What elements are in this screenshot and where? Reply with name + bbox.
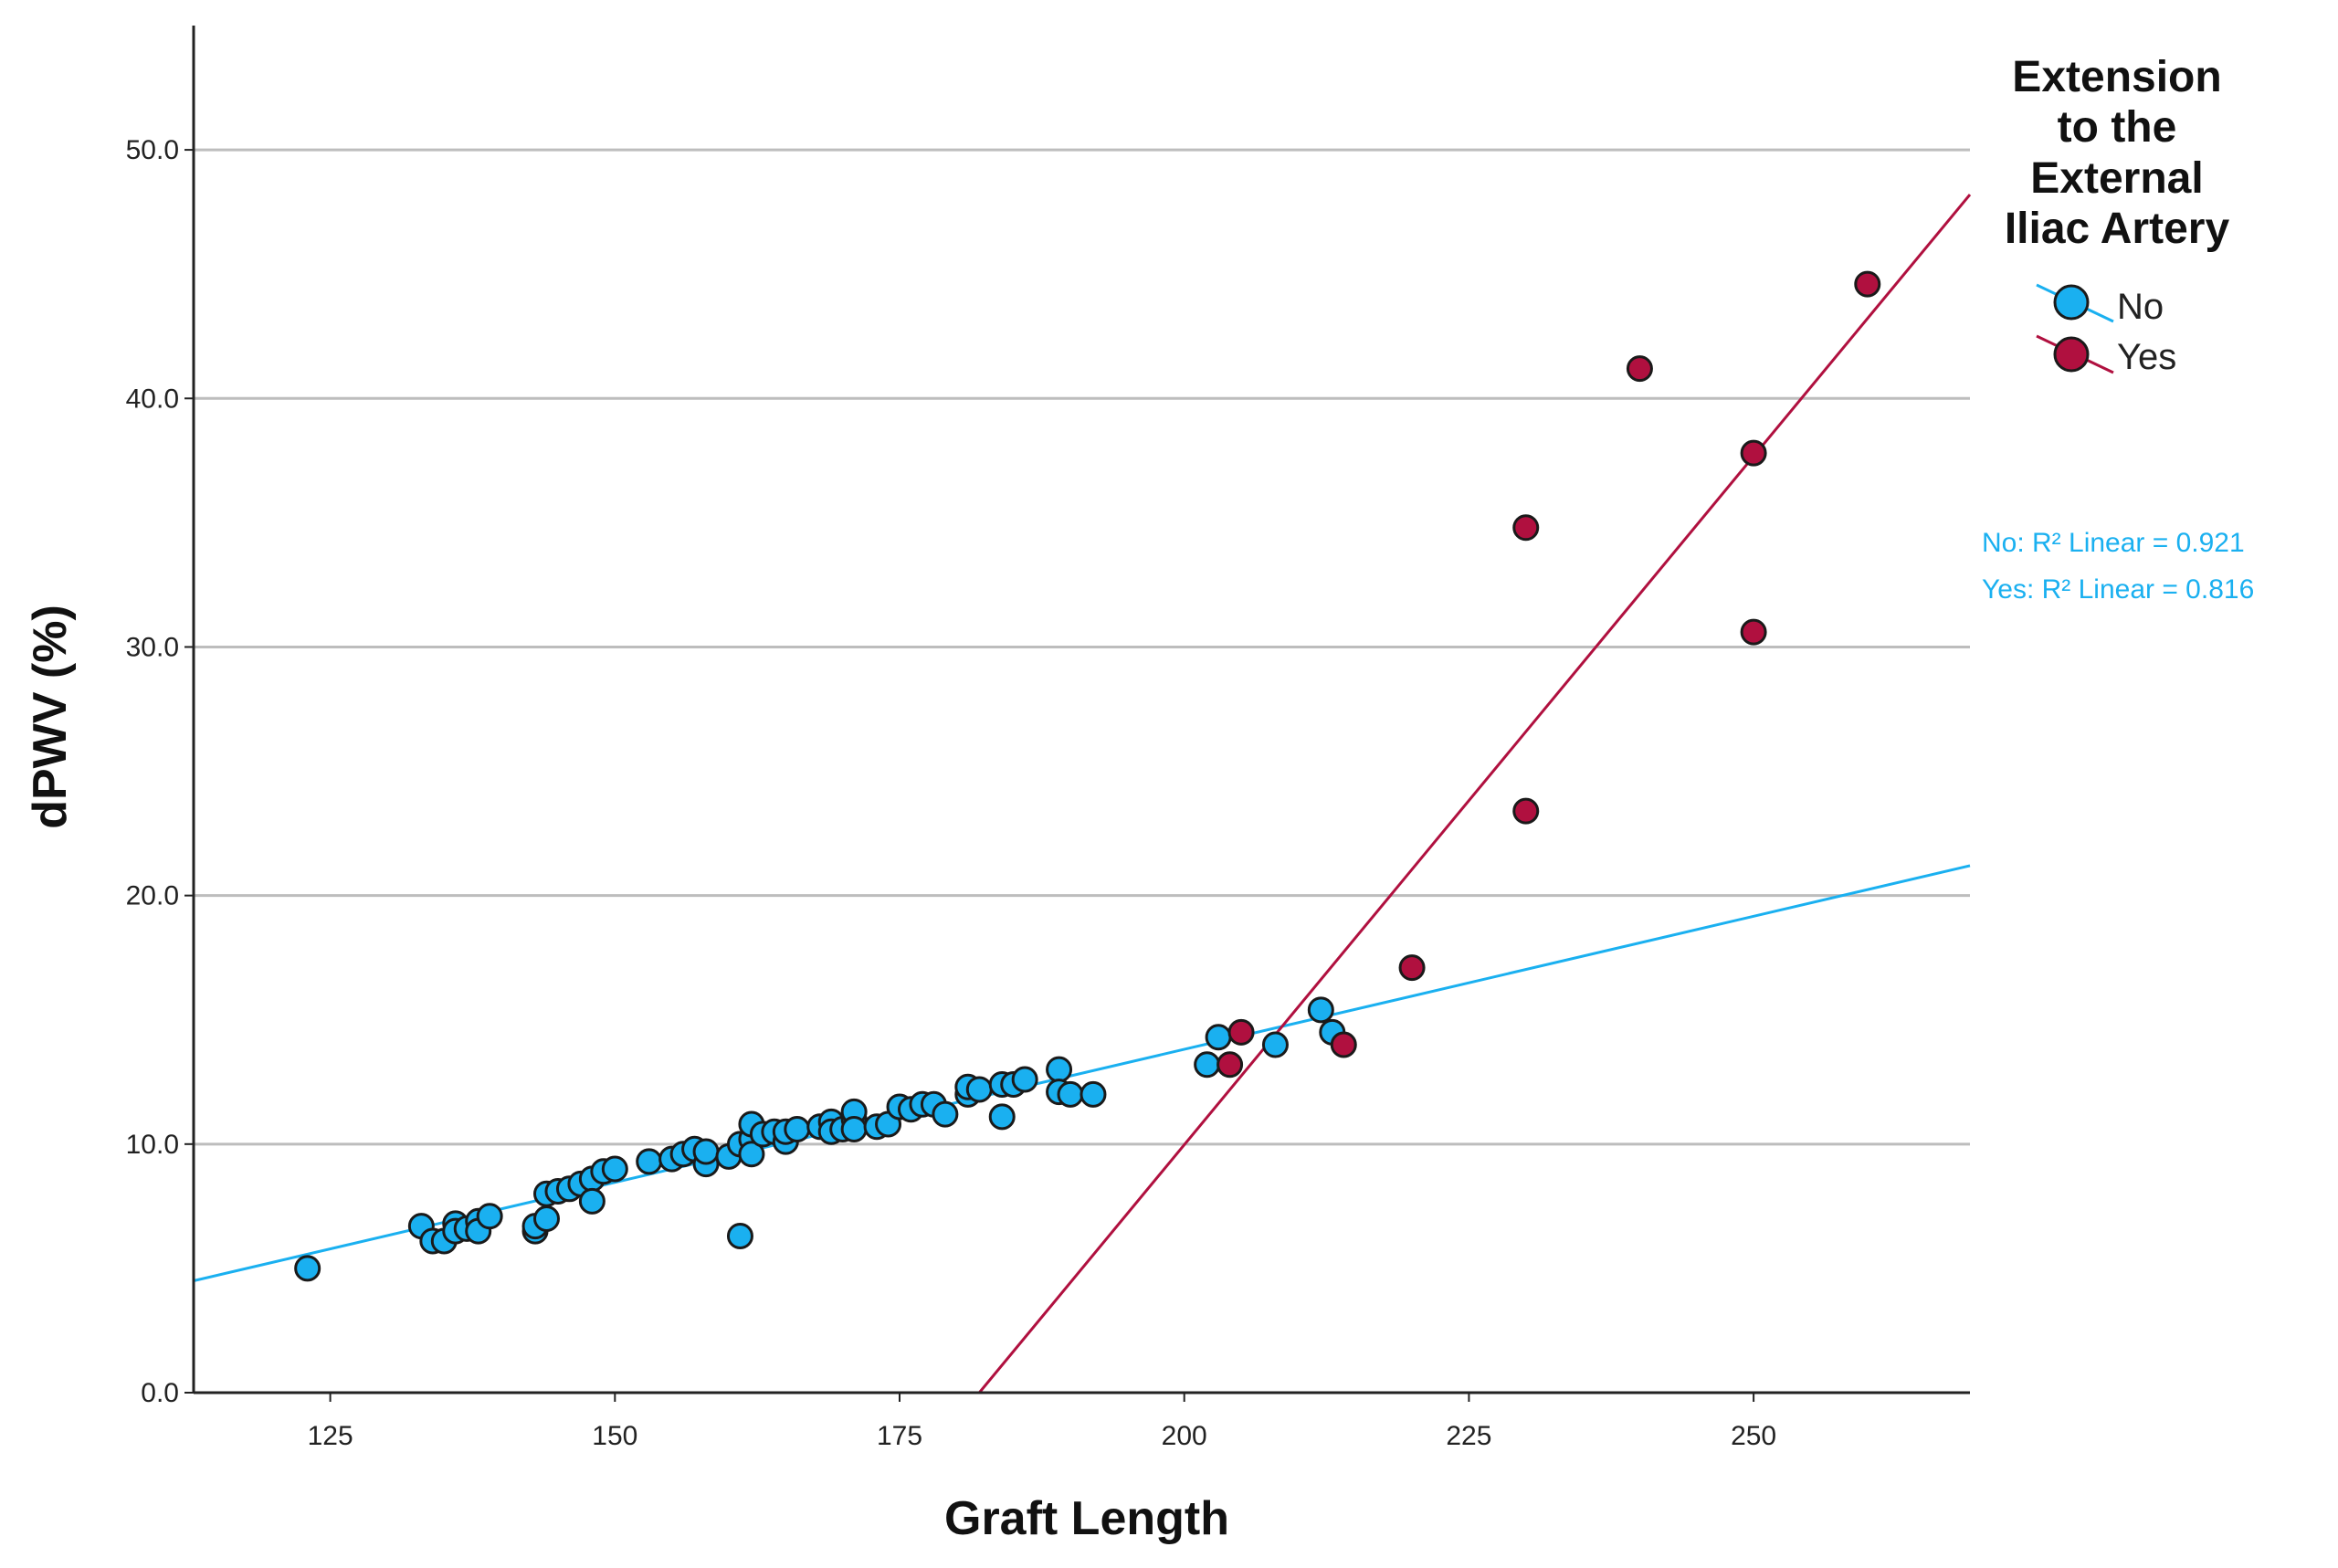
point-no-44	[840, 1115, 868, 1142]
data-points	[294, 270, 1881, 1282]
legend-yes-marker	[2053, 336, 2090, 373]
y-tick-label-0: 0.0	[141, 1378, 179, 1408]
point-no-62	[1079, 1080, 1107, 1108]
point-no-59	[1046, 1056, 1073, 1083]
point-no-18	[578, 1187, 606, 1215]
legend-title-line-4: Iliac Artery	[2005, 205, 2230, 253]
point-yes-3	[1398, 954, 1426, 982]
x-tick-label-2: 175	[877, 1421, 922, 1451]
point-no-32	[738, 1141, 765, 1168]
point-no-63	[1194, 1051, 1221, 1079]
point-yes-1	[1227, 1018, 1255, 1046]
point-yes-7	[1740, 439, 1767, 467]
x-tick-label-3: 200	[1162, 1421, 1207, 1451]
point-no-9	[476, 1203, 503, 1230]
y-tick-label-5: 50.0	[126, 135, 179, 165]
x-tick-label-4: 225	[1446, 1421, 1491, 1451]
point-yes-5	[1512, 797, 1540, 825]
gridlines	[194, 148, 1970, 1146]
point-no-12	[533, 1205, 561, 1232]
point-no-54	[965, 1076, 993, 1103]
point-no-56	[988, 1103, 1016, 1131]
x-axis-title: Graft Length	[944, 1492, 1229, 1545]
point-yes-2	[1330, 1031, 1357, 1058]
point-no-66	[1307, 996, 1334, 1024]
y-axis-title: dPWV (%)	[24, 605, 77, 829]
r2-annotation-no: No: R² Linear = 0.921	[1982, 528, 2245, 558]
point-yes-0	[1216, 1051, 1244, 1079]
point-yes-8	[1740, 618, 1767, 646]
point-yes-9	[1854, 270, 1881, 298]
point-no-26	[692, 1138, 720, 1165]
x-tick-label-1: 150	[592, 1421, 637, 1451]
legend: Extension to the External Iliac Artery N…	[2005, 53, 2230, 377]
point-yes-4	[1512, 514, 1540, 542]
y-tick-label-1: 10.0	[126, 1130, 179, 1160]
x-axis-ticks: 125 150 175 200 225 250	[308, 1393, 1776, 1451]
axes	[192, 26, 1970, 1394]
point-no-61	[1057, 1080, 1084, 1108]
point-no-37	[784, 1115, 811, 1142]
point-no-0	[294, 1255, 321, 1282]
y-axis-ticks: 0.0 10.0 20.0 30.0 40.0 50.0	[126, 135, 194, 1408]
point-no-21	[636, 1148, 663, 1175]
legend-title-line-1: Extension	[2012, 53, 2221, 101]
y-tick-label-3: 30.0	[126, 632, 179, 662]
point-yes-6	[1626, 355, 1653, 383]
point-no-51	[932, 1100, 959, 1128]
r2-annotation-yes: Yes: R² Linear = 0.816	[1982, 574, 2254, 605]
y-tick-label-4: 40.0	[126, 384, 179, 414]
x-tick-label-0: 125	[308, 1421, 353, 1451]
fit-line-yes	[978, 194, 1972, 1394]
legend-title-line-3: External	[2030, 154, 2203, 203]
legend-title-line-2: to the	[2058, 103, 2177, 152]
point-no-65	[1261, 1031, 1289, 1058]
point-no-20	[601, 1155, 628, 1183]
point-no-29	[726, 1223, 753, 1250]
point-no-58	[1011, 1066, 1038, 1093]
y-tick-label-2: 20.0	[126, 881, 179, 911]
point-no-64	[1205, 1024, 1232, 1051]
x-tick-label-5: 250	[1731, 1421, 1776, 1451]
legend-no-marker	[2053, 284, 2090, 321]
legend-yes-label: Yes	[2117, 337, 2176, 377]
legend-no-label: No	[2117, 287, 2164, 327]
